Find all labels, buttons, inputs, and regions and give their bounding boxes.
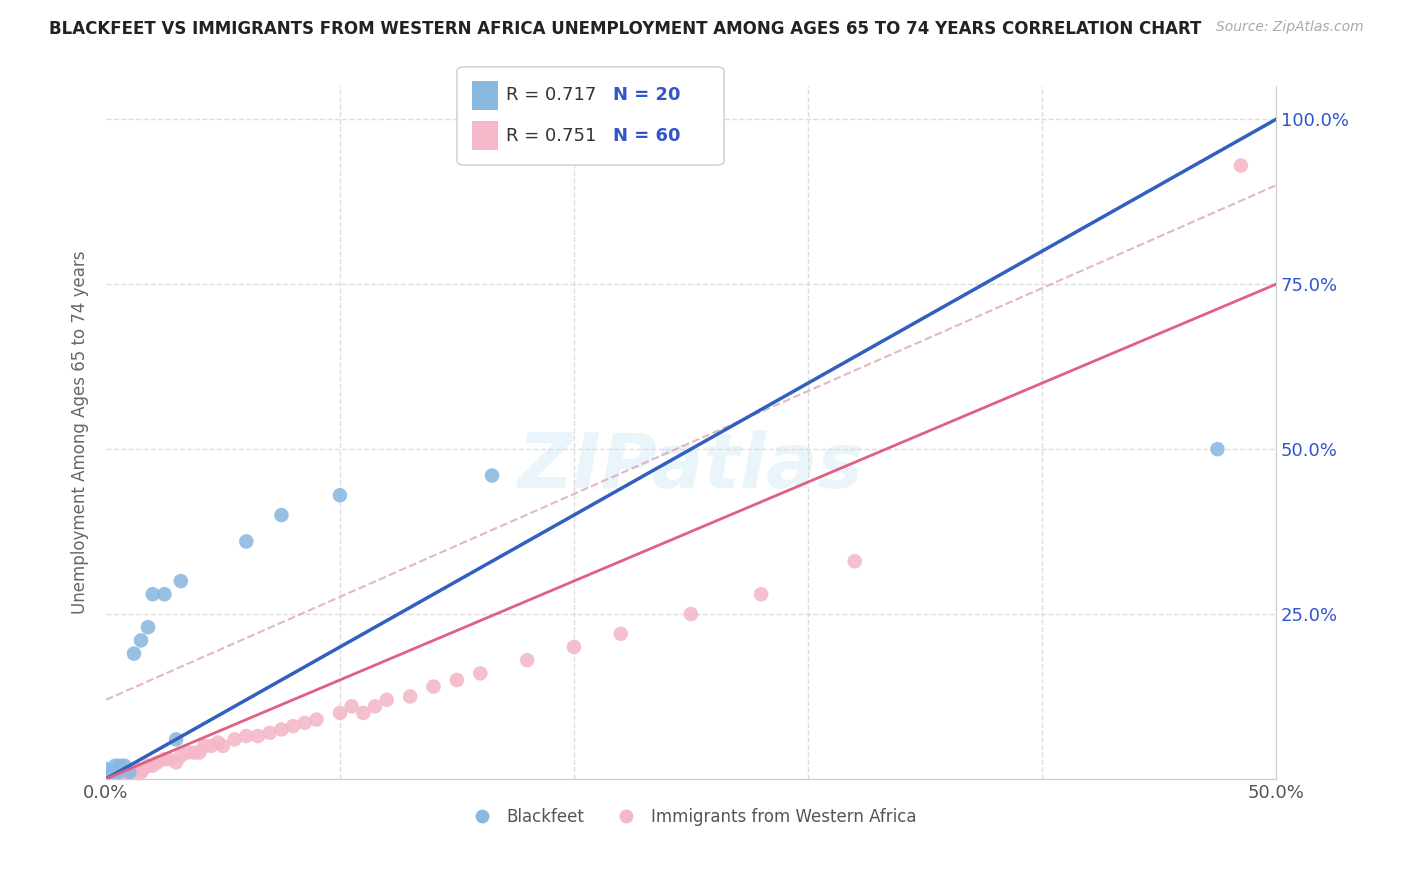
Point bbox=[108, 758, 131, 772]
Text: N = 60: N = 60 bbox=[613, 127, 681, 145]
Legend: Blackfeet, Immigrants from Western Africa: Blackfeet, Immigrants from Western Afric… bbox=[458, 802, 924, 833]
Text: N = 20: N = 20 bbox=[613, 87, 681, 104]
Point bbox=[118, 765, 141, 780]
Point bbox=[107, 765, 129, 780]
Point bbox=[142, 758, 165, 772]
Point bbox=[375, 692, 398, 706]
Point bbox=[235, 729, 257, 743]
Point bbox=[115, 769, 138, 783]
Point bbox=[481, 468, 503, 483]
Point bbox=[132, 762, 155, 776]
Point bbox=[516, 653, 538, 667]
Point bbox=[177, 746, 200, 760]
Point bbox=[129, 765, 152, 780]
Point bbox=[749, 587, 772, 601]
Point bbox=[844, 554, 866, 568]
Point bbox=[94, 772, 117, 786]
Point bbox=[111, 765, 134, 780]
Point bbox=[100, 769, 122, 783]
Point bbox=[94, 772, 117, 786]
Point bbox=[107, 769, 129, 783]
Point bbox=[136, 620, 159, 634]
Point bbox=[329, 488, 352, 502]
Point bbox=[142, 587, 165, 601]
Point bbox=[136, 758, 159, 772]
Point bbox=[153, 587, 176, 601]
Text: R = 0.717: R = 0.717 bbox=[506, 87, 614, 104]
Text: BLACKFEET VS IMMIGRANTS FROM WESTERN AFRICA UNEMPLOYMENT AMONG AGES 65 TO 74 YEA: BLACKFEET VS IMMIGRANTS FROM WESTERN AFR… bbox=[49, 20, 1202, 37]
Point bbox=[122, 765, 145, 780]
Point bbox=[270, 723, 292, 737]
Y-axis label: Unemployment Among Ages 65 to 74 years: Unemployment Among Ages 65 to 74 years bbox=[72, 251, 89, 615]
Point bbox=[399, 690, 422, 704]
Point bbox=[153, 752, 176, 766]
Point bbox=[422, 680, 444, 694]
Point bbox=[118, 765, 141, 780]
Point bbox=[235, 534, 257, 549]
Point bbox=[100, 765, 122, 780]
Point bbox=[165, 756, 187, 770]
Text: R = 0.751: R = 0.751 bbox=[506, 127, 614, 145]
Point bbox=[94, 765, 117, 780]
Point bbox=[294, 715, 316, 730]
Point bbox=[184, 746, 207, 760]
Point bbox=[104, 758, 127, 772]
Point bbox=[212, 739, 235, 753]
Point bbox=[259, 725, 281, 739]
Point bbox=[114, 758, 136, 772]
Point bbox=[129, 633, 152, 648]
Point bbox=[108, 769, 131, 783]
Text: ZIPatlas: ZIPatlas bbox=[517, 430, 863, 504]
Point bbox=[305, 713, 328, 727]
Point bbox=[94, 762, 117, 776]
Point bbox=[101, 772, 124, 786]
Point bbox=[157, 752, 180, 766]
Point bbox=[94, 769, 117, 783]
Point bbox=[470, 666, 492, 681]
Point bbox=[193, 739, 215, 753]
Point bbox=[224, 732, 246, 747]
Point bbox=[146, 756, 169, 770]
Point bbox=[207, 736, 229, 750]
Point bbox=[1206, 442, 1229, 457]
Point bbox=[1230, 159, 1253, 173]
Point bbox=[122, 647, 145, 661]
Point bbox=[107, 772, 129, 786]
Point bbox=[609, 627, 631, 641]
Point bbox=[679, 607, 702, 621]
Point bbox=[352, 706, 374, 720]
Point bbox=[94, 765, 117, 780]
Point bbox=[446, 673, 468, 687]
Text: Source: ZipAtlas.com: Source: ZipAtlas.com bbox=[1216, 20, 1364, 34]
Point bbox=[125, 762, 148, 776]
Point bbox=[118, 769, 141, 783]
Point bbox=[562, 640, 585, 654]
Point bbox=[170, 748, 193, 763]
Point bbox=[114, 765, 136, 780]
Point bbox=[170, 574, 193, 588]
Point bbox=[281, 719, 304, 733]
Point bbox=[114, 769, 136, 783]
Point bbox=[100, 772, 122, 786]
Point bbox=[340, 699, 363, 714]
Point bbox=[165, 732, 187, 747]
Point bbox=[104, 769, 127, 783]
Point bbox=[270, 508, 292, 522]
Point bbox=[94, 772, 117, 786]
Point bbox=[200, 739, 222, 753]
Point bbox=[188, 746, 211, 760]
Point bbox=[329, 706, 352, 720]
Point bbox=[247, 729, 270, 743]
Point bbox=[364, 699, 387, 714]
